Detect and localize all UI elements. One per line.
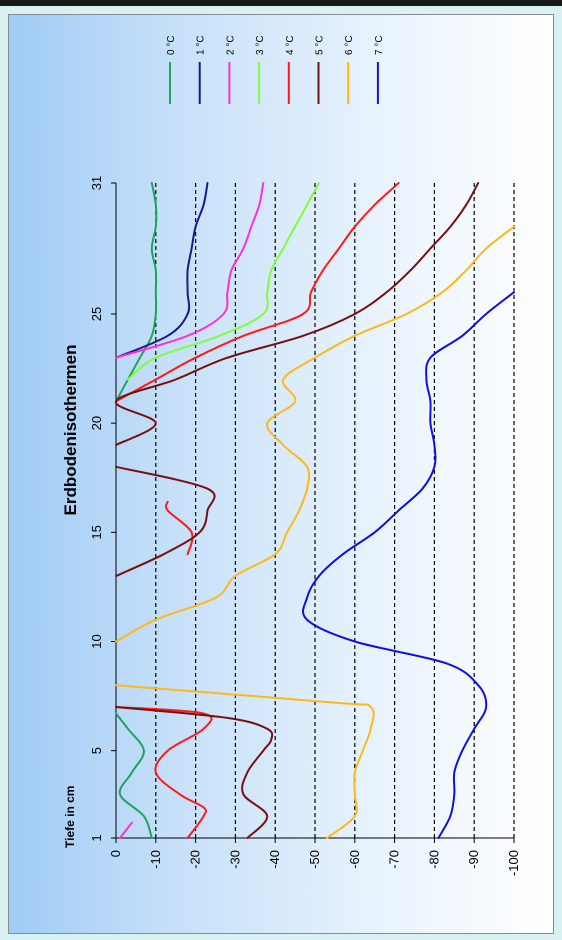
grid-lines	[155, 183, 515, 838]
y-tick-labels: 0 -10 -20 -30 -40 -50 -60 -70 -80 -90 -100	[108, 838, 521, 876]
window-top-bar	[0, 0, 562, 6]
day-tick-label: 31	[89, 176, 104, 190]
depth-tick-label: -100	[506, 850, 521, 876]
depth-tick-label: 0	[108, 850, 123, 857]
series-line-4Cc	[164, 500, 194, 556]
series-line-0Cc	[115, 712, 153, 839]
legend-label: 0 °C	[166, 35, 177, 55]
legend-label: 3 °C	[255, 35, 266, 55]
legend-label: 2 °C	[225, 35, 236, 55]
series-line-1Cc	[115, 182, 209, 359]
depth-tick-label: -70	[387, 850, 402, 869]
depth-tick-label: -60	[347, 850, 362, 869]
series-line-6Cc	[115, 225, 515, 643]
depth-tick-label: -20	[188, 850, 203, 869]
depth-tick-label: -30	[227, 850, 242, 869]
series-line-3Cc	[126, 182, 320, 381]
series-line-5Cc	[115, 706, 274, 839]
day-tick-label: 15	[89, 525, 104, 539]
depth-tick-label: -50	[307, 850, 322, 869]
series-line-5Cc	[114, 182, 480, 446]
series-line-4Cc	[115, 182, 400, 403]
series-lines	[114, 182, 515, 839]
depth-tick-label: -80	[426, 850, 441, 869]
day-tick-label: 10	[89, 634, 104, 648]
chart-title: Erdbodenisothermen	[61, 345, 80, 516]
day-tick-label: 20	[89, 416, 104, 430]
depth-tick-label: -10	[148, 850, 163, 869]
series-line-7Cc	[302, 291, 515, 839]
day-tick-label: 25	[89, 307, 104, 321]
y-axis-label: Tiefe in cm	[63, 786, 77, 848]
legend-label: 5 °C	[315, 35, 326, 55]
series-line-0Cc	[115, 182, 158, 403]
series-line-6Cc	[115, 684, 375, 839]
series-line-5Cc	[115, 465, 216, 577]
legend-label: 1 °C	[196, 35, 207, 55]
series-line-2Cc	[115, 182, 265, 359]
day-tick-label: 1	[89, 834, 104, 841]
day-tick-label: 5	[89, 747, 104, 754]
depth-tick-label: -90	[466, 850, 481, 869]
legend: 0 °C 1 °C 2 °C 3 °C 4 °C 5 °C 6 °C 7 °C	[166, 35, 385, 104]
legend-label: 7 °C	[374, 35, 385, 55]
series-line-2Cc	[119, 821, 133, 839]
legend-label: 4 °C	[285, 35, 296, 55]
series-line-4Cc	[115, 706, 213, 839]
chart-panel	[8, 14, 554, 934]
depth-tick-label: -40	[267, 850, 282, 869]
legend-label: 6 °C	[344, 35, 355, 55]
